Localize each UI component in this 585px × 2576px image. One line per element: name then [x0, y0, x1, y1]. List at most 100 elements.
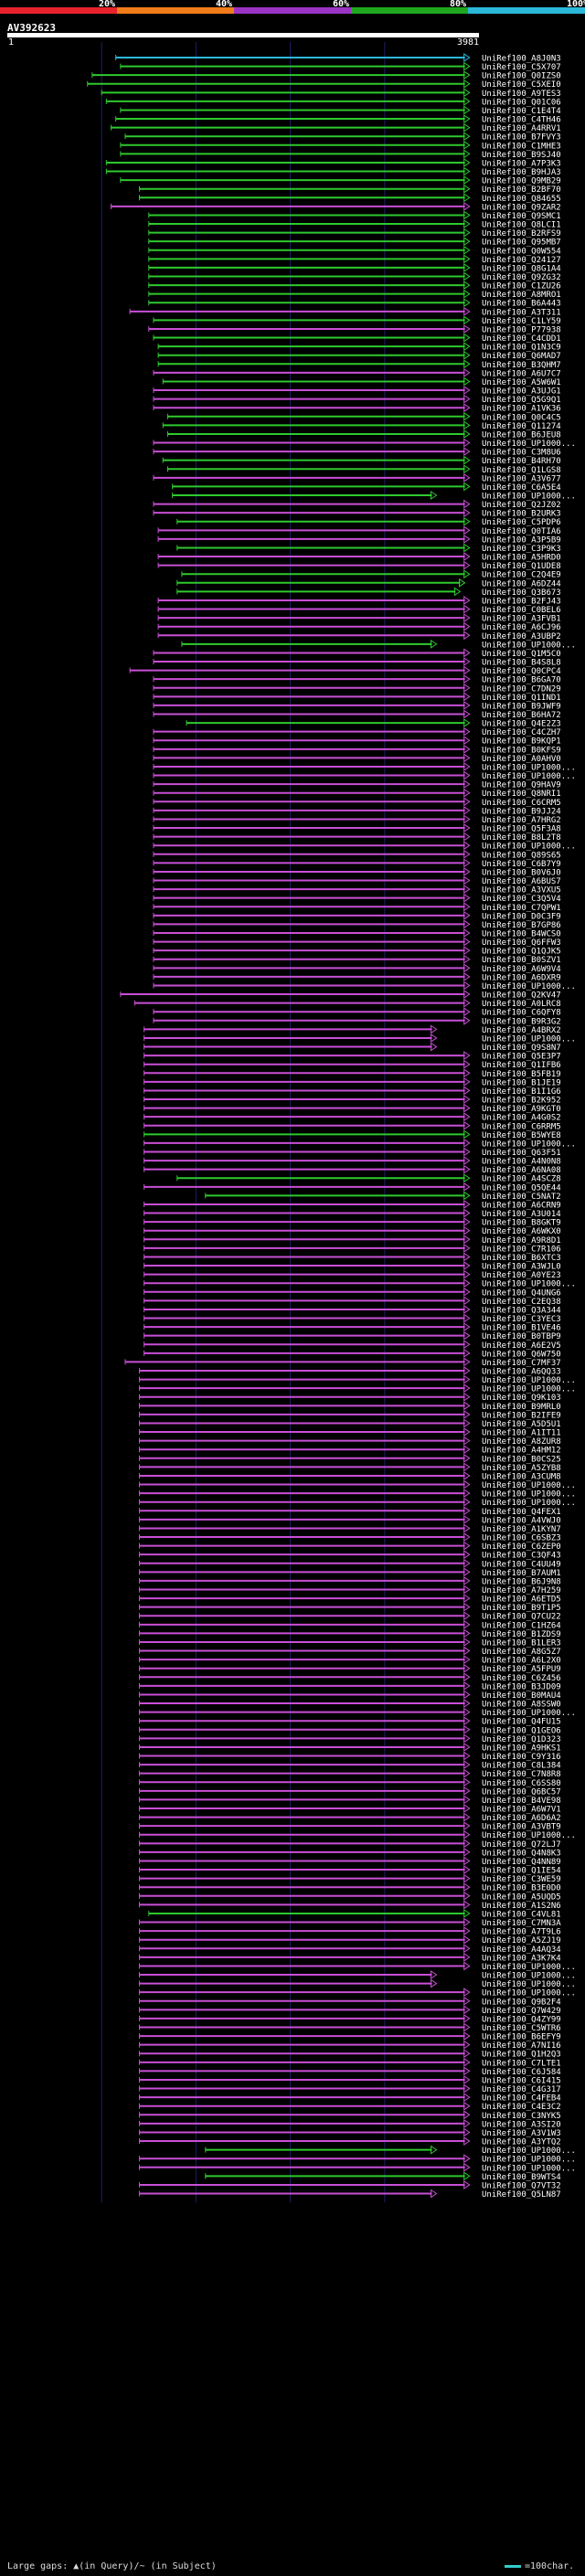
hit-id-label[interactable]: UniRef100_A1VK36 [482, 405, 561, 414]
hit-id-label[interactable]: UniRef100_C4G317 [482, 2085, 561, 2094]
hit-id-label[interactable]: UniRef100_B6EFY9 [482, 2033, 561, 2042]
hit-id-label[interactable]: UniRef100_C7MN3A [482, 1919, 561, 1928]
hit-id-label[interactable]: UniRef100_Q8LCI1 [482, 221, 561, 230]
hit-id-label[interactable]: UniRef100_Q1UDE8 [482, 562, 561, 571]
hit-id-label[interactable]: UniRef100_C6B7Y9 [482, 860, 561, 869]
hit-id-label[interactable]: UniRef100_A6WKX0 [482, 1227, 561, 1236]
hit-id-label[interactable]: UniRef100_Q0CPC4 [482, 667, 561, 676]
hit-id-label[interactable]: UniRef100_C6SBZ3 [482, 1534, 561, 1543]
hit-id-label[interactable]: UniRef100_UP1000... [482, 1989, 576, 1998]
hit-id-label[interactable]: UniRef100_Q4ZY99 [482, 2015, 561, 2024]
hit-id-label[interactable]: UniRef100_A5UQD5 [482, 1892, 561, 1902]
hit-id-label[interactable]: UniRef100_UP1000... [482, 641, 576, 650]
hit-id-label[interactable]: UniRef100_A9R8D1 [482, 1236, 561, 1246]
hit-id-label[interactable]: UniRef100_Q5QE44 [482, 1183, 561, 1193]
hit-id-label[interactable]: UniRef100_A5FPU9 [482, 1665, 561, 1674]
hit-id-label[interactable]: UniRef100_A7T9L6 [482, 1928, 561, 1937]
hit-id-label[interactable]: UniRef100_Q1LGS8 [482, 466, 561, 475]
hit-id-label[interactable]: UniRef100_Q4E2Z3 [482, 720, 561, 729]
hit-id-label[interactable]: UniRef100_Q7W429 [482, 2007, 561, 2016]
hit-id-label[interactable]: UniRef100_UP1000... [482, 1385, 576, 1394]
hit-id-label[interactable]: UniRef100_Q9ZAR2 [482, 203, 561, 212]
hit-id-label[interactable]: UniRef100_A4N0N8 [482, 1158, 561, 1167]
hit-id-label[interactable]: UniRef100_B9JWF9 [482, 702, 561, 711]
hit-id-label[interactable]: UniRef100_UP1000... [482, 772, 576, 781]
hit-id-label[interactable]: UniRef100_Q8NRI1 [482, 790, 561, 799]
hit-id-label[interactable]: UniRef100_Q9HAV9 [482, 781, 561, 790]
hit-id-label[interactable]: UniRef100_A9KGT0 [482, 1105, 561, 1114]
hit-id-label[interactable]: UniRef100_A6QQ33 [482, 1368, 561, 1377]
hit-id-label[interactable]: UniRef100_Q89S65 [482, 851, 561, 860]
hit-id-label[interactable]: UniRef100_C3M8U6 [482, 449, 561, 458]
hit-id-label[interactable]: UniRef100_C6CRM5 [482, 799, 561, 808]
hit-id-label[interactable]: UniRef100_Q6W750 [482, 1350, 561, 1359]
hit-id-label[interactable]: UniRef100_UP1000... [482, 2156, 576, 2165]
hit-id-label[interactable]: UniRef100_C0BEL6 [482, 606, 561, 615]
hit-id-label[interactable]: UniRef100_A3CUM8 [482, 1472, 561, 1481]
hit-id-label[interactable]: UniRef100_Q0C4C5 [482, 413, 561, 422]
hit-id-label[interactable]: UniRef100_A5ZJ19 [482, 1936, 561, 1945]
hit-id-label[interactable]: UniRef100_Q01C06 [482, 98, 561, 107]
hit-id-label[interactable]: UniRef100_A9TES3 [482, 90, 561, 99]
hit-id-label[interactable]: UniRef100_A4SCZ8 [482, 1175, 561, 1184]
hit-id-label[interactable]: UniRef100_B9R3G2 [482, 1017, 561, 1026]
hit-id-label[interactable]: UniRef100_C2EQ38 [482, 1298, 561, 1307]
hit-id-label[interactable]: UniRef100_C6A5E4 [482, 483, 561, 493]
hit-id-label[interactable]: UniRef100_Q7VT32 [482, 2181, 561, 2190]
hit-id-label[interactable]: UniRef100_A6CJ96 [482, 623, 561, 632]
hit-id-label[interactable]: UniRef100_A0YE23 [482, 1271, 561, 1280]
hit-id-label[interactable]: UniRef100_Q63F51 [482, 1149, 561, 1158]
hit-id-label[interactable]: UniRef100_C3P9K3 [482, 545, 561, 554]
hit-id-label[interactable]: UniRef100_Q5LN87 [482, 2190, 561, 2200]
hit-id-label[interactable]: UniRef100_A3SI20 [482, 2120, 561, 2129]
hit-id-label[interactable]: UniRef100_C2Q4E9 [482, 571, 561, 580]
hit-id-label[interactable]: UniRef100_A3UJG1 [482, 387, 561, 397]
hit-id-label[interactable]: UniRef100_A3VBT9 [482, 1823, 561, 1832]
hit-id-label[interactable]: UniRef100_B3E0D0 [482, 1884, 561, 1893]
hit-id-label[interactable]: UniRef100_C4CZH7 [482, 728, 561, 737]
hit-id-label[interactable]: UniRef100_C7MF37 [482, 1359, 561, 1368]
hit-id-label[interactable]: UniRef100_C1ZU26 [482, 282, 561, 292]
hit-id-label[interactable]: UniRef100_A3P5B9 [482, 535, 561, 545]
hit-id-label[interactable]: UniRef100_C1MHE3 [482, 142, 561, 151]
hit-id-label[interactable]: UniRef100_Q84655 [482, 195, 561, 204]
hit-id-label[interactable]: UniRef100_C6J584 [482, 2068, 561, 2077]
hit-id-label[interactable]: UniRef100_Q3B673 [482, 588, 561, 598]
hit-id-label[interactable]: UniRef100_A6DXR9 [482, 973, 561, 982]
hit-id-label[interactable]: UniRef100_B0SZV1 [482, 956, 561, 965]
hit-id-label[interactable]: UniRef100_C1E4T4 [482, 107, 561, 116]
hit-id-label[interactable]: UniRef100_UP1000... [482, 843, 576, 852]
hit-id-label[interactable]: UniRef100_Q1IFB6 [482, 1061, 561, 1070]
hit-id-label[interactable]: UniRef100_B2IFE9 [482, 1411, 561, 1420]
hit-id-label[interactable]: UniRef100_UP1000... [482, 440, 576, 449]
hit-id-label[interactable]: UniRef100_C5X707 [482, 63, 561, 72]
hit-id-label[interactable]: UniRef100_Q9ZG32 [482, 273, 561, 282]
hit-id-label[interactable]: UniRef100_B6JEU8 [482, 430, 561, 440]
hit-id-label[interactable]: UniRef100_A1S2N6 [482, 1902, 561, 1911]
hit-id-label[interactable]: UniRef100_B3QHM7 [482, 361, 561, 370]
hit-id-label[interactable]: UniRef100_Q6BC57 [482, 1787, 561, 1797]
hit-id-label[interactable]: UniRef100_Q1IND1 [482, 694, 561, 703]
hit-id-label[interactable]: UniRef100_UP1000... [482, 1972, 576, 1981]
hit-id-label[interactable]: UniRef100_Q2JZ02 [482, 501, 561, 510]
hit-id-label[interactable]: UniRef100_C3WE59 [482, 1875, 561, 1884]
hit-id-label[interactable]: UniRef100_Q8G1A4 [482, 264, 561, 273]
hit-id-label[interactable]: UniRef100_UP1000... [482, 1499, 576, 1508]
hit-id-label[interactable]: UniRef100_B0V6J0 [482, 868, 561, 877]
hit-id-label[interactable]: UniRef100_A3V677 [482, 474, 561, 483]
hit-id-label[interactable]: UniRef100_A6BUS7 [482, 877, 561, 886]
hit-id-label[interactable]: UniRef100_B6XTC3 [482, 1254, 561, 1263]
hit-id-label[interactable]: UniRef100_A6E2V5 [482, 1341, 561, 1351]
hit-id-label[interactable]: UniRef100_UP1000... [482, 763, 576, 772]
hit-id-label[interactable]: UniRef100_A4RRV1 [482, 124, 561, 133]
hit-id-label[interactable]: UniRef100_A8G5Z7 [482, 1648, 561, 1657]
hit-id-label[interactable]: UniRef100_A3VXU5 [482, 886, 561, 896]
hit-id-label[interactable]: UniRef100_B7FVY3 [482, 133, 561, 143]
hit-id-label[interactable]: UniRef100_A9HKS1 [482, 1744, 561, 1753]
hit-id-label[interactable]: UniRef100_Q1IE54 [482, 1867, 561, 1876]
hit-id-label[interactable]: UniRef100_Q3A344 [482, 1306, 561, 1315]
hit-id-label[interactable]: UniRef100_A6W7V1 [482, 1806, 561, 1815]
hit-id-label[interactable]: UniRef100_Q4UNG6 [482, 1288, 561, 1298]
hit-id-label[interactable]: UniRef100_A3UBP2 [482, 632, 561, 641]
hit-id-label[interactable]: UniRef100_C4CDD1 [482, 334, 561, 344]
